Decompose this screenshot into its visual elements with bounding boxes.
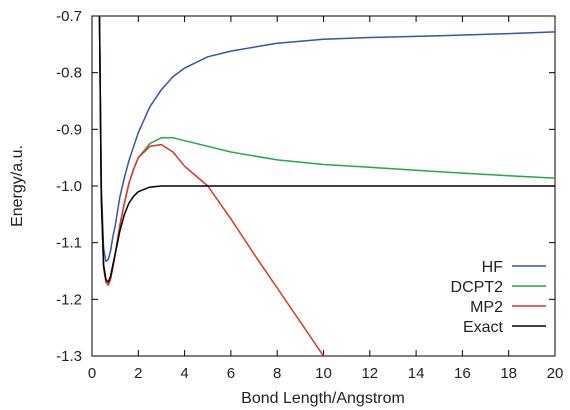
series-line-dcpt2 xyxy=(98,16,555,284)
series-line-hf xyxy=(98,16,555,263)
y-tick-label: -0.8 xyxy=(56,65,82,82)
x-tick-label: 12 xyxy=(361,365,378,382)
x-axis-title: Bond Length/Angstrom xyxy=(241,390,405,407)
x-tick-label: 4 xyxy=(180,365,188,382)
x-tick-label: 14 xyxy=(408,365,425,382)
y-tick-label: -1.3 xyxy=(56,348,82,365)
x-tick-label: 8 xyxy=(273,365,281,382)
x-tick-label: 18 xyxy=(500,365,517,382)
x-tick-label: 20 xyxy=(547,365,564,382)
legend: HF DCPT2 MP2 Exact xyxy=(451,259,546,336)
x-tick-label: 10 xyxy=(315,365,332,382)
series-line-mp2 xyxy=(98,16,325,356)
x-tick-label: 6 xyxy=(227,365,235,382)
x-tick-label: 2 xyxy=(134,365,142,382)
y-axis-title: Energy/a.u. xyxy=(9,145,26,227)
y-tick-label: -1.0 xyxy=(56,178,82,195)
legend-label-dcpt2: DCPT2 xyxy=(451,279,504,296)
legend-label-hf: HF xyxy=(482,259,504,276)
y-tick-label: -0.7 xyxy=(56,8,82,25)
tick-labels: 0 2 4 6 8 10 12 14 16 18 20 -1.3 -1.2 -1.1 -1.0 -0.9 -0.… xyxy=(56,8,563,382)
series-lines xyxy=(98,16,555,356)
series-line-exact xyxy=(98,16,555,284)
legend-label-exact: Exact xyxy=(463,319,504,336)
y-tick-label: -0.9 xyxy=(56,121,82,138)
legend-label-mp2: MP2 xyxy=(470,299,503,316)
tick-marks xyxy=(91,15,556,357)
x-tick-label: 16 xyxy=(454,365,471,382)
y-tick-label: -1.1 xyxy=(56,235,82,252)
x-tick-label: 0 xyxy=(88,365,96,382)
y-tick-label: -1.2 xyxy=(56,291,82,308)
